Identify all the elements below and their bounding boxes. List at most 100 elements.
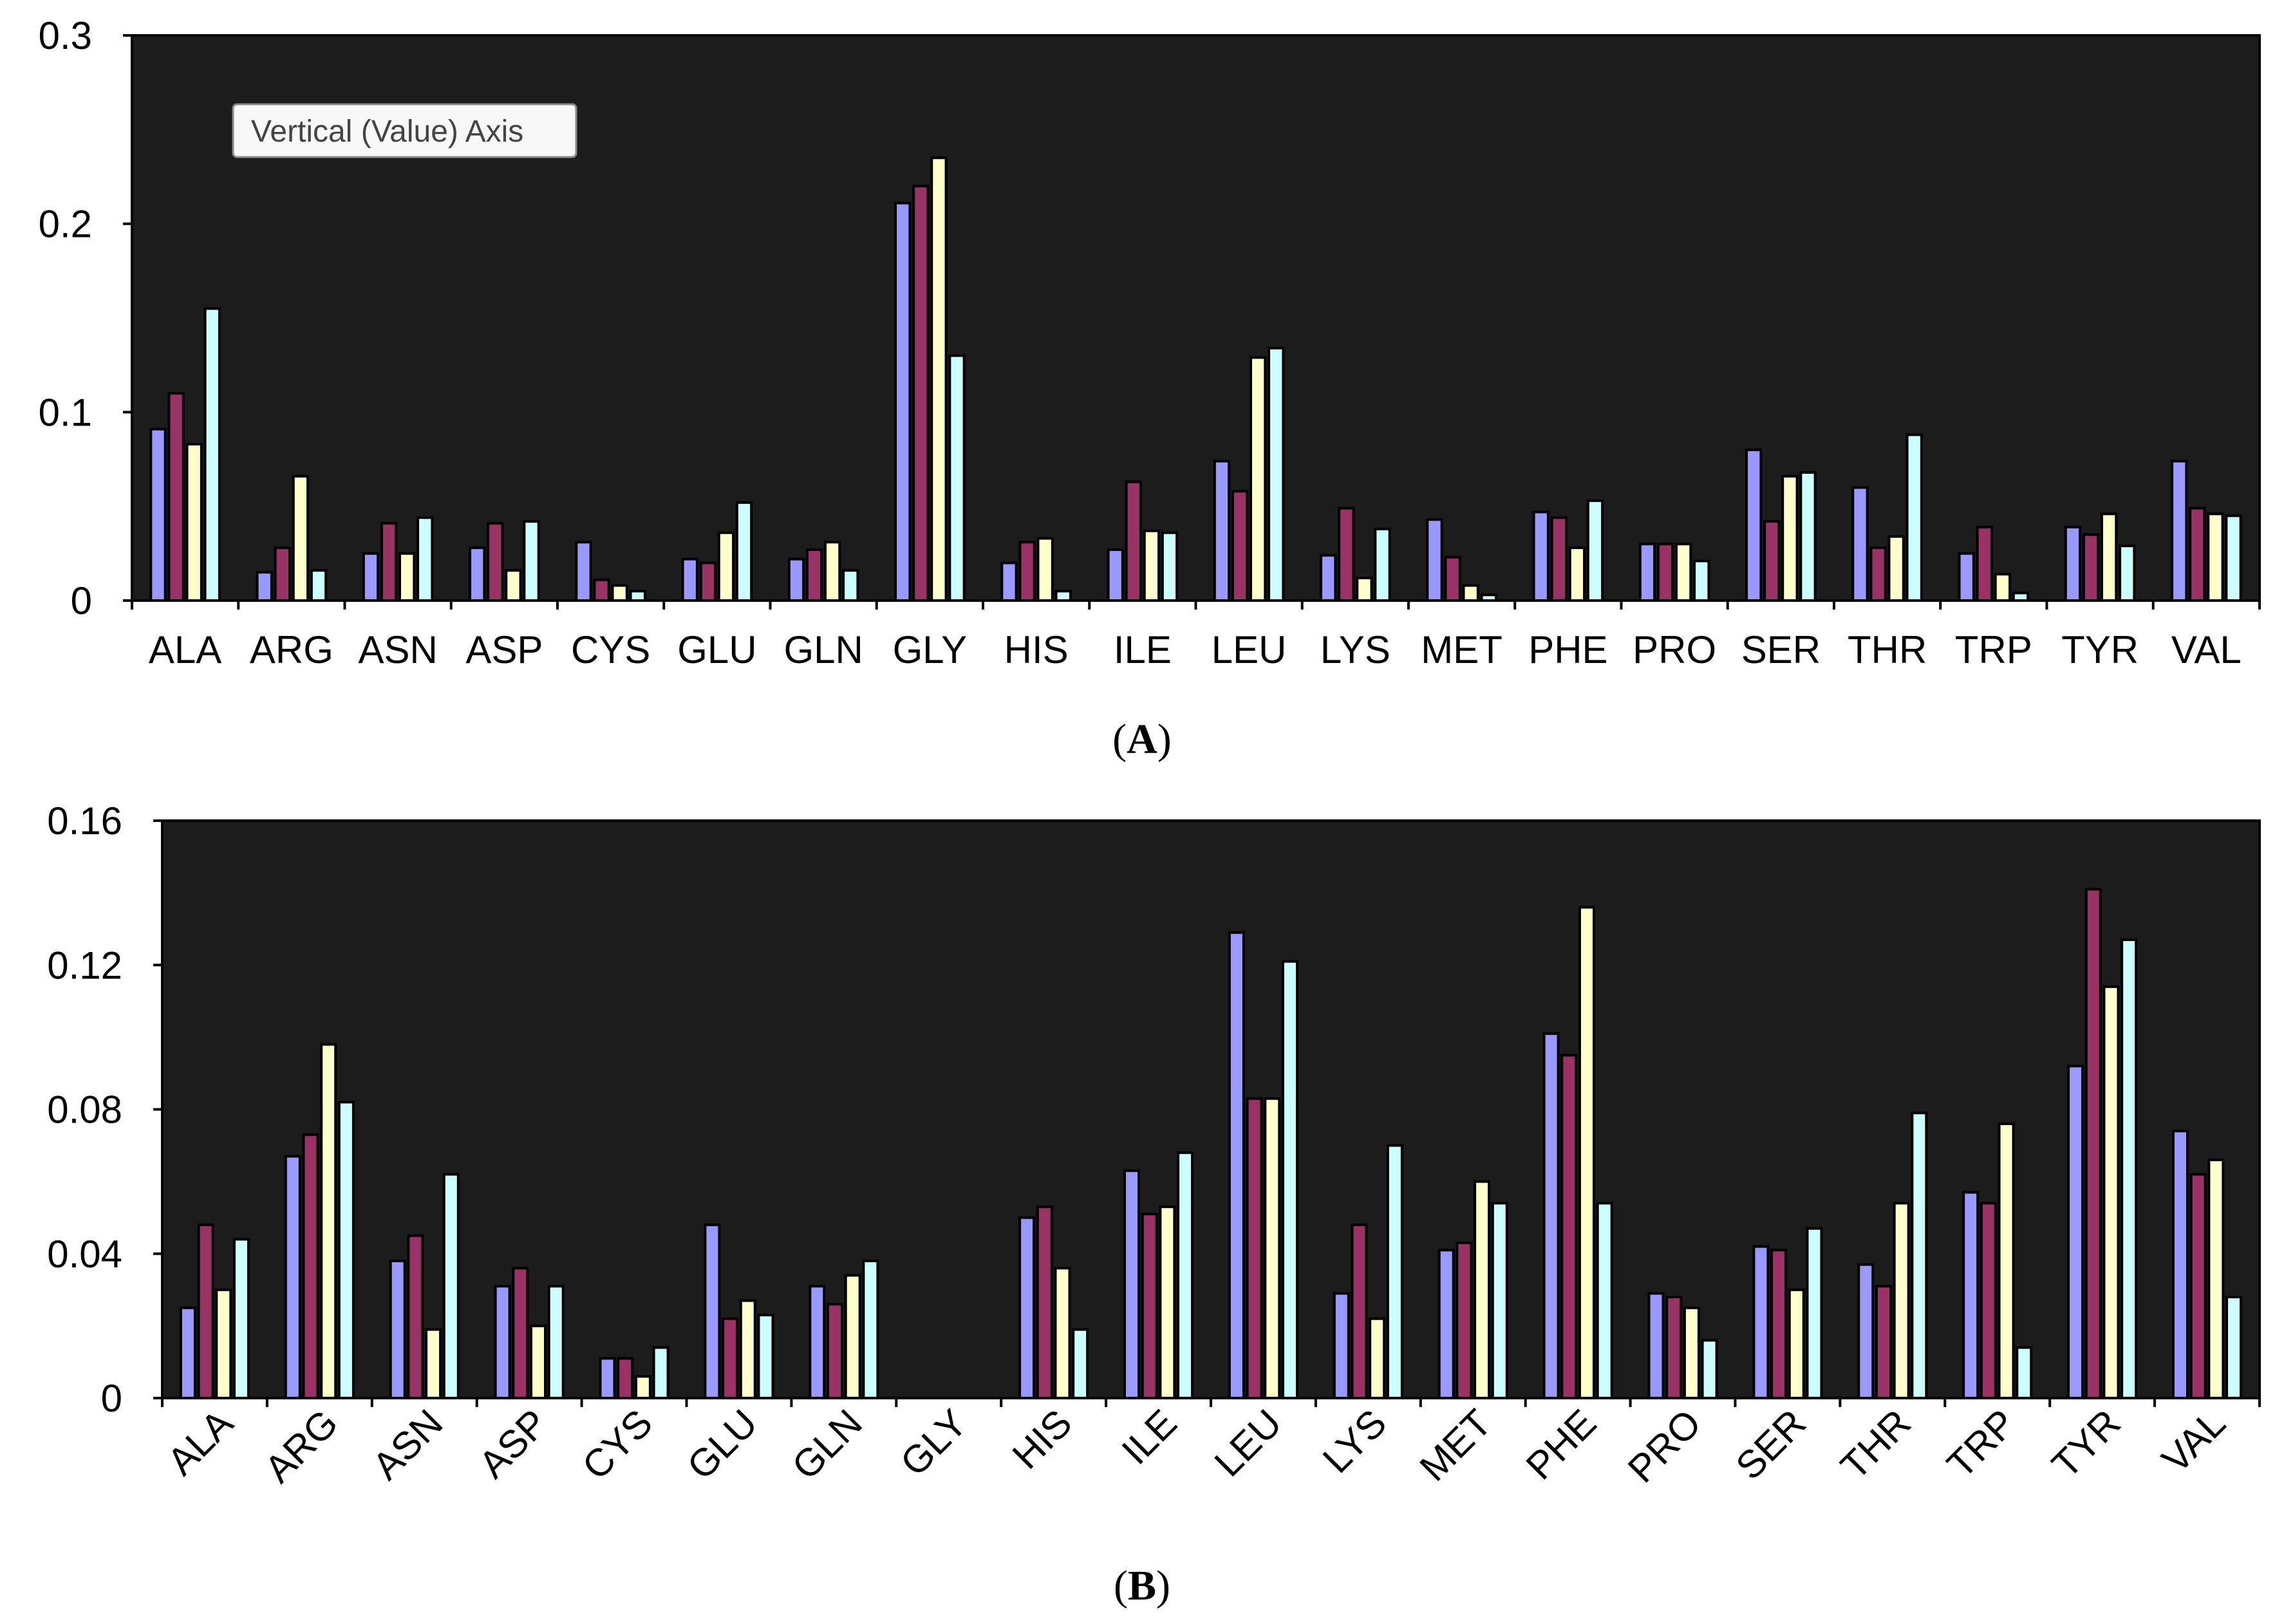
bar-b-trp-series-1 xyxy=(1962,1191,1980,1399)
bar-a-met-series-3 xyxy=(1462,584,1479,602)
bar-b-glu-series-4 xyxy=(757,1314,774,1400)
bar-a-ala-series-3 xyxy=(185,443,203,602)
bar-b-ala-series-1 xyxy=(179,1306,196,1399)
bar-b-arg-series-1 xyxy=(284,1155,301,1399)
bar-a-val-series-1 xyxy=(2171,460,2188,602)
bar-b-glu-series-2 xyxy=(722,1317,739,1400)
x-tick-label-b-pro: PRO xyxy=(1620,1401,1709,1491)
x-tick-label-b-glu: GLU xyxy=(679,1401,766,1488)
bar-a-arg-series-2 xyxy=(274,546,291,602)
bars-a xyxy=(149,156,2242,602)
x-tick-label-b-ser: SER xyxy=(1728,1401,1815,1488)
bar-b-gln-series-3 xyxy=(844,1274,861,1399)
bar-a-phe-series-2 xyxy=(1550,516,1568,602)
bar-a-asp-series-2 xyxy=(487,522,504,602)
bar-a-tyr-series-1 xyxy=(2064,525,2082,602)
x-tick-label-a-tyr: TYR xyxy=(2061,628,2139,671)
bar-b-phe-series-3 xyxy=(1578,906,1595,1400)
bar-b-glu-series-3 xyxy=(739,1299,756,1399)
bar-a-glu-series-4 xyxy=(735,501,753,602)
x-tick-label-a-cys: CYS xyxy=(571,628,650,671)
bar-b-leu-series-4 xyxy=(1281,960,1298,1400)
bar-a-asp-series-4 xyxy=(523,520,540,602)
bar-a-phe-series-3 xyxy=(1568,546,1586,602)
y-tick-label-b: 0.16 xyxy=(47,799,122,843)
x-tick-label-b-met: MET xyxy=(1412,1401,1500,1489)
bar-a-asp-series-3 xyxy=(505,569,522,602)
bar-b-tyr-series-3 xyxy=(2102,985,2120,1399)
bar-b-cys-series-1 xyxy=(599,1357,616,1400)
bar-a-ile-series-1 xyxy=(1107,548,1124,602)
bar-b-tyr-series-4 xyxy=(2120,938,2138,1399)
bar-b-leu-series-2 xyxy=(1246,1097,1263,1400)
bar-a-thr-series-4 xyxy=(1905,433,1923,602)
x-tick-label-a-leu: LEU xyxy=(1212,628,1287,671)
x-tick-label-b-his: HIS xyxy=(1004,1401,1080,1477)
x-tick-label-a-ala: ALA xyxy=(149,628,221,671)
x-tick-label-a-pro: PRO xyxy=(1633,628,1716,671)
bar-b-ala-series-4 xyxy=(232,1238,250,1399)
bar-b-arg-series-4 xyxy=(337,1101,355,1399)
bar-b-asn-series-1 xyxy=(389,1259,406,1400)
bar-b-asp-series-2 xyxy=(512,1267,529,1400)
bar-a-gln-series-3 xyxy=(824,541,841,602)
bar-b-pro-series-2 xyxy=(1665,1296,1683,1400)
x-tick-label-b-leu: LEU xyxy=(1206,1401,1290,1485)
bar-b-trp-series-4 xyxy=(2016,1346,2033,1399)
bar-a-pro-series-3 xyxy=(1675,543,1692,602)
bar-a-met-series-1 xyxy=(1426,518,1443,602)
y-tick-label-a: 0.2 xyxy=(39,203,92,246)
bar-b-arg-series-2 xyxy=(302,1133,319,1400)
bar-b-gln-series-4 xyxy=(862,1259,879,1400)
bar-b-asn-series-3 xyxy=(425,1328,442,1399)
x-tick-label-a-asp: ASP xyxy=(465,628,543,671)
bar-a-his-series-3 xyxy=(1036,537,1054,602)
bar-a-leu-series-4 xyxy=(1268,346,1285,602)
bar-a-leu-series-1 xyxy=(1213,460,1231,602)
bar-a-asn-series-4 xyxy=(417,516,434,602)
bar-b-ser-series-2 xyxy=(1770,1249,1788,1400)
x-axis-a: ALA ARG ASN ASP CYS GLU GLN GLY HIS ILE LEU LYS MET P… xyxy=(131,601,2261,671)
y-tick-label-a: 0.1 xyxy=(39,391,92,434)
bar-a-val-series-4 xyxy=(2225,514,2242,602)
x-tick-label-a-his: HIS xyxy=(1004,628,1069,671)
bar-a-ser-series-4 xyxy=(1799,471,1817,602)
y-axis-b: 0 0.04 0.08 0.12 0.16 xyxy=(47,799,162,1420)
x-tick-label-b-gly: GLY xyxy=(892,1401,975,1484)
bar-a-his-series-1 xyxy=(1000,561,1018,602)
bar-b-trp-series-2 xyxy=(1980,1202,1997,1399)
bar-b-ile-series-4 xyxy=(1177,1151,1194,1400)
bar-b-tyr-series-1 xyxy=(2067,1065,2084,1399)
panel-label-a: (A) xyxy=(1112,716,1172,763)
bar-a-arg-series-4 xyxy=(310,569,328,602)
x-tick-label-b-val: VAL xyxy=(2153,1401,2233,1481)
bar-a-arg-series-1 xyxy=(256,571,273,602)
x-tick-label-a-asn: ASN xyxy=(358,628,437,671)
x-tick-label-a-val: VAL xyxy=(2171,628,2242,671)
bar-a-gly-series-3 xyxy=(930,156,948,602)
x-tick-label-b-gln: GLN xyxy=(783,1401,870,1488)
y-axis-a: 0 0.1 0.2 0.3 xyxy=(39,14,132,622)
y-tick-label-b: 0.04 xyxy=(47,1233,122,1276)
bar-b-pro-series-1 xyxy=(1647,1292,1665,1399)
bar-a-ile-series-3 xyxy=(1143,529,1161,602)
bar-b-thr-series-1 xyxy=(1857,1263,1875,1399)
bar-a-asn-series-3 xyxy=(398,552,416,602)
bar-b-val-series-1 xyxy=(2172,1130,2189,1399)
bar-b-met-series-3 xyxy=(1474,1180,1491,1399)
x-axis-b: ALA ARG ASN ASP CYS GLU GLN GLY HIS ILE LEU LYS MET P… xyxy=(159,1398,2261,1491)
bar-a-lys-series-4 xyxy=(1374,527,1391,602)
bar-a-tyr-series-3 xyxy=(2101,512,2118,602)
bar-b-asp-series-1 xyxy=(494,1285,511,1400)
bar-a-leu-series-2 xyxy=(1231,490,1249,602)
bar-b-val-series-3 xyxy=(2207,1158,2225,1400)
bar-a-cys-series-4 xyxy=(629,590,646,602)
bar-a-thr-series-3 xyxy=(1887,535,1905,602)
bar-a-asn-series-1 xyxy=(362,552,380,602)
bar-b-his-series-3 xyxy=(1054,1267,1071,1400)
x-tick-label-a-ile: ILE xyxy=(1114,628,1172,671)
bar-a-pro-series-1 xyxy=(1638,543,1656,602)
bar-a-cys-series-3 xyxy=(611,584,628,602)
bar-a-lys-series-2 xyxy=(1338,507,1355,602)
